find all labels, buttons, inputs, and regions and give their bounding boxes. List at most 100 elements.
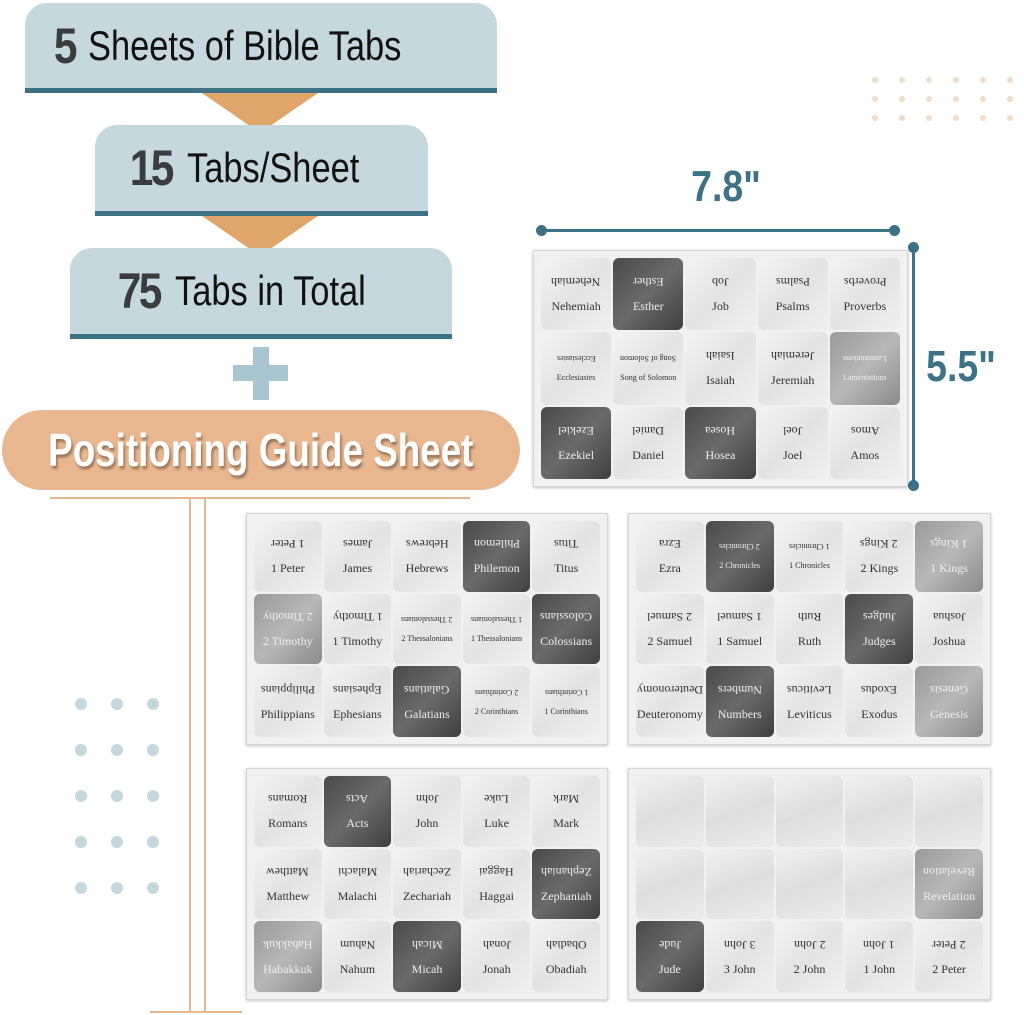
- tab-label: Ezra: [658, 561, 681, 576]
- bible-tab: John John: [393, 776, 461, 847]
- dot: [147, 744, 159, 756]
- divider-line: [189, 499, 191, 1013]
- bible-tab: Hebrews Hebrews: [393, 521, 461, 592]
- tab-label: Jonah: [482, 961, 511, 976]
- bible-tab: Mark Mark: [532, 776, 600, 847]
- bible-tab: [775, 848, 844, 920]
- tab-label: Numbers: [717, 706, 762, 721]
- bible-tab: Romans Romans: [254, 776, 322, 847]
- tab-label-inverted: Genesis: [930, 682, 969, 697]
- tab-label: Luke: [484, 816, 509, 831]
- tab-sheet-1: Nehemiah Nehemiah Esther Esther Job Job Psalms…: [533, 250, 908, 487]
- tab-label-inverted: Philippians: [260, 682, 315, 697]
- bible-tab: [636, 848, 704, 920]
- bible-tab: Haggai Haggai: [462, 848, 531, 920]
- tab-label-inverted: 1 Timothy: [332, 609, 383, 624]
- dimension-endpoint: [908, 242, 919, 253]
- tab-label: 2 Timothy: [262, 633, 313, 648]
- tab-label: Proverbs: [843, 299, 887, 314]
- bible-tab: [775, 776, 844, 847]
- bible-tab: Psalms Psalms: [757, 258, 828, 331]
- dot: [111, 744, 123, 756]
- bible-tab: Ecclesiastes Ecclesiastes: [541, 332, 612, 405]
- banner-number: 5: [53, 17, 77, 74]
- bible-tab: Titus Titus: [532, 521, 600, 592]
- tab-label-inverted: Nehemiah: [551, 275, 601, 290]
- dot: [75, 882, 87, 894]
- tab-label: Romans: [268, 816, 308, 831]
- tab-label: 1 Timothy: [332, 633, 383, 648]
- bible-tab: 2 Chronicles 2 Chronicles: [705, 521, 774, 592]
- tab-label-inverted: Titus: [554, 537, 579, 552]
- tab-label: 3 John: [723, 961, 756, 976]
- tab-label-inverted: Ezekiel: [558, 423, 595, 438]
- bible-tab: Obadiah Obadiah: [532, 921, 600, 992]
- tab-label-inverted: Acts: [346, 792, 369, 807]
- tab-label-inverted: Philemon: [473, 537, 520, 552]
- bible-tab: [636, 776, 704, 847]
- bible-tab: Isaiah Isaiah: [685, 332, 756, 405]
- bible-tab: Amos Amos: [829, 406, 900, 479]
- tab-label: 1 Thessalonians: [471, 633, 523, 643]
- tab-sheet-4: Romans Romans Acts Acts John John Luke Luke Mark…: [246, 768, 608, 1000]
- dot: [953, 115, 959, 121]
- bible-tab: 1 Corinthians 1 Corinthians: [532, 666, 600, 737]
- dot: [75, 790, 87, 802]
- tab-label: Zechariah: [403, 888, 451, 903]
- tab-label-inverted: Habakkuk: [263, 937, 313, 952]
- bible-tab: Philippians Philippians: [254, 666, 322, 737]
- divider-line: [204, 499, 206, 1013]
- tab-label-inverted: 1 Thessalonians: [471, 614, 523, 624]
- tab-label: Micah: [411, 961, 443, 976]
- height-dimension-line: [912, 250, 915, 483]
- bible-tab: Galatians Galatians: [393, 666, 461, 737]
- tab-label-inverted: Malachi: [337, 864, 378, 879]
- bible-tab: [845, 776, 914, 847]
- tab-label: Isaiah: [706, 373, 735, 388]
- tab-label: Titus: [554, 561, 579, 576]
- tab-label: Jude: [658, 961, 681, 976]
- tab-label: Hebrews: [405, 561, 449, 576]
- tab-label-inverted: 2 Corinthians: [474, 687, 519, 697]
- tab-label: 2 Corinthians: [474, 706, 519, 716]
- tab-label: Ephesians: [333, 706, 382, 721]
- bible-tab: 1 Kings 1 Kings: [915, 521, 983, 592]
- tab-label: Obadiah: [545, 961, 587, 976]
- dot: [926, 77, 932, 83]
- tab-label-inverted: 2 Timothy: [262, 609, 313, 624]
- tab-label: John: [415, 816, 439, 831]
- bible-tab: Nehemiah Nehemiah: [541, 258, 612, 331]
- tab-label-inverted: Psalms: [775, 275, 810, 290]
- dot: [111, 836, 123, 848]
- banner-number: 75: [117, 263, 163, 319]
- tab-label: Song of Solomon: [620, 373, 677, 383]
- tab-label: Philippians: [260, 706, 315, 721]
- bible-tab: Job Job: [685, 258, 756, 331]
- bible-tab: Joshua Joshua: [915, 593, 983, 665]
- tab-label-inverted: Joel: [783, 423, 803, 438]
- dot: [111, 698, 123, 710]
- tab-label-inverted: Lamentations: [843, 354, 887, 364]
- tab-label: Nehemiah: [551, 299, 601, 314]
- tab-label: Philemon: [473, 561, 520, 576]
- tab-label: 1 Peter: [270, 561, 305, 576]
- tab-label: 2 Chronicles: [719, 561, 761, 571]
- divider-line: [50, 497, 470, 499]
- dot: [872, 115, 878, 121]
- tab-label-inverted: 2 John: [793, 937, 826, 952]
- dot: [75, 836, 87, 848]
- tab-label-inverted: Daniel: [632, 423, 665, 438]
- tab-label: Esther: [632, 299, 664, 314]
- tab-sheet-2: 1 Peter 1 Peter James James Hebrews Hebrews Ph…: [246, 513, 608, 745]
- tab-label: Amos: [850, 447, 880, 462]
- bible-tab: 1 Timothy 1 Timothy: [323, 593, 392, 665]
- guide-sheet-label: Positioning Guide Sheet: [48, 424, 474, 476]
- bible-tab: 2 Thessalonians 2 Thessalonians: [393, 593, 461, 665]
- bible-tab: Zechariah Zechariah: [393, 848, 461, 920]
- tab-label: Habakkuk: [263, 961, 313, 976]
- tab-label-inverted: James: [342, 537, 373, 552]
- tab-label-inverted: Nahum: [339, 937, 376, 952]
- tab-label-inverted: 2 Chronicles: [719, 542, 761, 552]
- tab-label-inverted: Micah: [411, 937, 443, 952]
- tab-label: 1 John: [863, 961, 896, 976]
